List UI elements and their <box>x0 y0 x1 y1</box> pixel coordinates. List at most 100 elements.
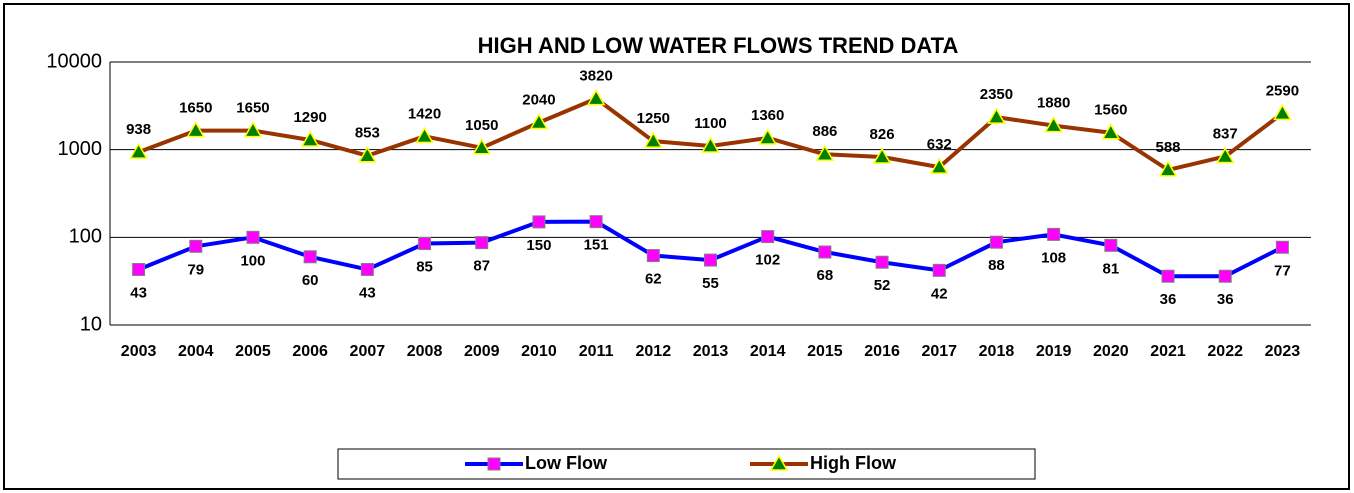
marker <box>589 215 603 229</box>
marker <box>1101 123 1121 140</box>
data-label: 68 <box>817 267 834 284</box>
data-label: 150 <box>526 237 551 254</box>
data-label: 108 <box>1041 249 1066 266</box>
data-label: 1290 <box>293 109 326 126</box>
x-tick-label: 2009 <box>464 343 500 360</box>
data-label: 1420 <box>408 105 441 122</box>
x-tick-label: 2003 <box>121 343 157 360</box>
marker <box>646 249 660 263</box>
marker <box>761 230 775 244</box>
marker <box>532 215 546 229</box>
data-label: 886 <box>812 123 837 140</box>
data-label: 853 <box>355 125 380 142</box>
marker <box>246 230 260 244</box>
marker <box>586 89 606 106</box>
data-label: 826 <box>870 126 895 143</box>
marker <box>132 262 146 276</box>
data-label: 1050 <box>465 117 498 134</box>
x-tick-label: 2015 <box>807 343 843 360</box>
data-label: 43 <box>359 284 376 301</box>
x-tick-label: 2021 <box>1150 343 1186 360</box>
x-tick-label: 2020 <box>1093 343 1129 360</box>
marker <box>472 138 492 155</box>
marker <box>644 131 663 148</box>
data-label: 87 <box>473 258 490 275</box>
x-tick-label: 2004 <box>178 343 214 360</box>
x-tick-label: 2013 <box>693 343 729 360</box>
x-tick-label: 2011 <box>579 343 614 360</box>
y-tick-label: 1000 <box>58 138 103 160</box>
legend-marker <box>487 457 501 471</box>
marker <box>1047 227 1061 241</box>
marker <box>701 136 720 153</box>
data-label: 43 <box>130 284 147 301</box>
y-tick-label: 10 <box>80 313 102 335</box>
marker <box>1161 269 1175 283</box>
x-tick-label: 2014 <box>750 343 786 360</box>
marker <box>987 107 1006 124</box>
data-label: 52 <box>874 277 891 294</box>
y-tick-label: 10000 <box>46 50 102 72</box>
data-label: 102 <box>755 252 780 269</box>
data-label: 55 <box>702 275 719 292</box>
x-tick-label: 2006 <box>292 343 328 360</box>
data-label: 79 <box>187 261 204 278</box>
data-label: 151 <box>584 237 609 254</box>
x-tick-label: 2005 <box>235 343 271 360</box>
marker <box>475 236 489 250</box>
marker <box>303 250 317 264</box>
marker <box>1158 160 1178 177</box>
marker <box>358 146 377 163</box>
marker <box>1273 103 1292 121</box>
x-tick-label: 2016 <box>864 343 900 360</box>
data-label: 2350 <box>980 86 1013 103</box>
x-tick-label: 2010 <box>521 343 557 360</box>
marker <box>186 121 206 138</box>
marker <box>818 245 832 259</box>
marker <box>243 121 263 138</box>
data-label: 3820 <box>579 68 612 85</box>
marker <box>418 237 432 251</box>
marker <box>989 235 1003 249</box>
data-label: 42 <box>931 285 948 302</box>
marker <box>758 128 777 145</box>
x-tick-label: 2023 <box>1265 343 1301 360</box>
marker <box>875 255 889 269</box>
marker <box>529 113 549 130</box>
legend-label: High Flow <box>810 453 897 473</box>
marker <box>1044 116 1063 133</box>
data-label: 2040 <box>522 91 555 108</box>
data-label: 1360 <box>751 107 784 124</box>
marker <box>360 262 374 276</box>
x-tick-label: 2008 <box>407 343 443 360</box>
data-label: 1650 <box>236 100 269 117</box>
data-label: 62 <box>645 271 662 288</box>
data-label: 85 <box>416 258 433 275</box>
marker <box>1218 269 1232 283</box>
marker <box>189 239 203 253</box>
data-label: 588 <box>1156 139 1181 156</box>
data-label: 60 <box>302 272 319 289</box>
data-label: 81 <box>1102 260 1119 277</box>
marker <box>300 130 320 147</box>
data-label: 837 <box>1213 125 1238 142</box>
x-tick-label: 2007 <box>350 343 386 360</box>
data-label: 1560 <box>1094 102 1127 119</box>
x-tick-label: 2019 <box>1036 343 1072 360</box>
legend-label: Low Flow <box>525 453 608 473</box>
data-label: 1100 <box>694 115 727 132</box>
legend-marker <box>769 454 789 471</box>
chart-border <box>3 3 1350 490</box>
y-tick-label: 100 <box>69 226 102 248</box>
data-label: 88 <box>988 257 1005 274</box>
legend-box <box>337 448 1036 480</box>
x-tick-label: 2017 <box>921 343 957 360</box>
x-tick-label: 2022 <box>1207 343 1243 360</box>
marker <box>815 144 835 162</box>
marker <box>872 147 892 164</box>
data-label: 938 <box>126 121 151 138</box>
x-tick-label: 2018 <box>979 343 1015 360</box>
data-label: 632 <box>927 136 952 153</box>
data-label: 1650 <box>179 100 212 117</box>
